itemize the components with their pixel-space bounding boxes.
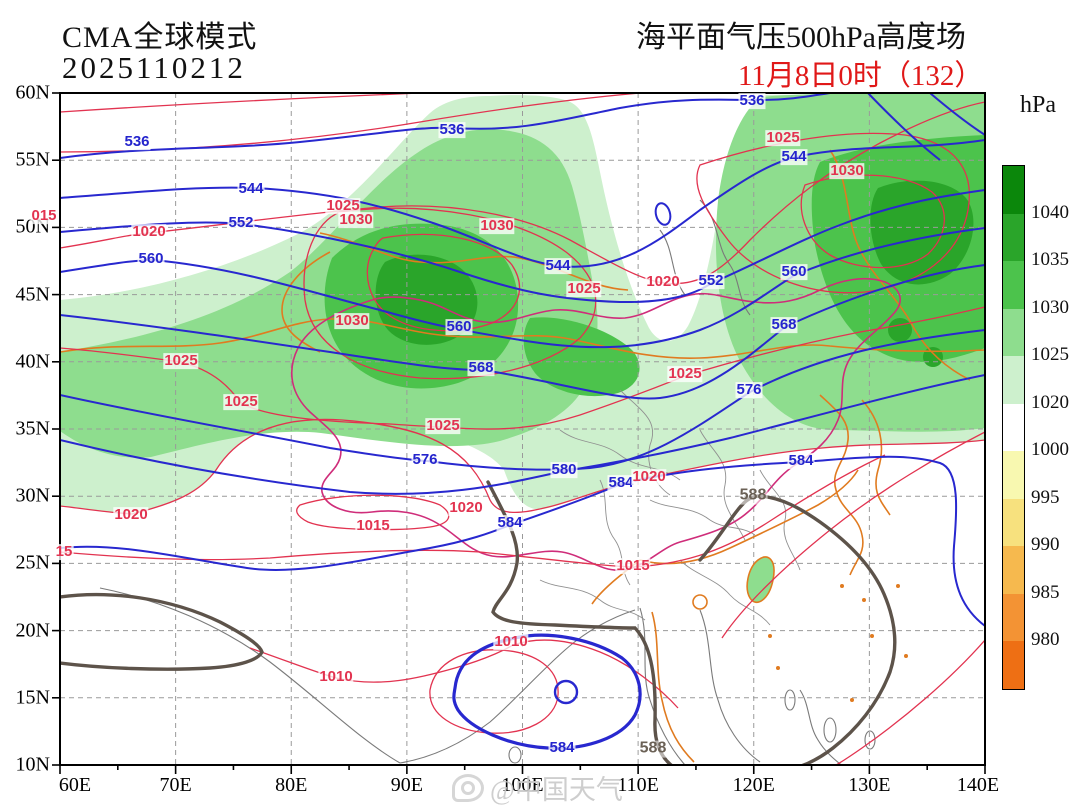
colorbar-tick-label: 1000: [1031, 439, 1069, 460]
colorbar-segment: [1003, 308, 1024, 356]
slp-1030-east-high: [800, 174, 945, 269]
slp-1010-cyclone: [429, 649, 559, 734]
colorbar-segment: [1003, 641, 1024, 689]
island-dots: [768, 584, 908, 702]
colorbar: [1002, 165, 1025, 690]
contour-560: [60, 227, 985, 349]
slp-line: [60, 93, 421, 113]
province-borders: [649, 499, 756, 536]
contour-568: [60, 264, 985, 400]
korea-coast: [861, 399, 891, 516]
island-dots: [862, 598, 866, 602]
fill-dark-spot: [888, 318, 912, 342]
hainan: [692, 594, 708, 610]
india-west-coast: [99, 587, 401, 764]
colorbar-tick-label: 990: [1031, 534, 1060, 555]
island-dots: [870, 634, 874, 638]
island-dots: [840, 584, 844, 588]
sri-lanka: [508, 746, 522, 764]
siberia-border: [659, 229, 686, 296]
product-title: 海平面气压500hPa高度场: [636, 21, 966, 54]
watermark: @中国天气: [452, 768, 623, 807]
island-dots: [776, 666, 780, 670]
slp-1025-east-high: [696, 132, 970, 294]
colorbar-tick-label: 1035: [1031, 249, 1069, 270]
colorbar-tick-label: 1030: [1031, 296, 1069, 318]
province-borders: [699, 429, 746, 541]
colorbar-tick-label: 1040: [1031, 201, 1069, 223]
cyclone-center: [553, 679, 579, 705]
thick-588-contour: [486, 480, 674, 765]
contour-ne-corner: [867, 93, 941, 161]
slp-1025-west-high: [303, 207, 597, 380]
province-borders: [679, 559, 771, 626]
slp-line-se: [834, 639, 985, 765]
coastlines-gray: [99, 199, 876, 765]
colorbar-segment: [1003, 593, 1024, 641]
colorbar-segment: [1003, 166, 1024, 214]
slp-1025-south: [60, 306, 985, 430]
contour-ne-corner: [929, 93, 985, 136]
watermark-text: @中国天气: [490, 775, 623, 805]
colorbar-tick-label: 985: [1031, 581, 1060, 603]
colorbar-segment: [1003, 546, 1024, 594]
contour-576: [60, 329, 985, 471]
colorbar-unit-label: hPa: [1020, 92, 1056, 118]
province-borders: [759, 469, 801, 571]
philippines-coast: [799, 689, 843, 765]
weibo-logo-icon: [452, 773, 484, 802]
bohai-coast: [819, 394, 864, 576]
north-border: [60, 318, 985, 359]
slp-1020-south: [60, 418, 985, 515]
colorbar-segment: [1003, 213, 1024, 261]
south-china-coast: [639, 469, 859, 565]
model-name: CMA全球模式: [62, 21, 258, 54]
axis-ticks: [52, 92, 986, 774]
valid-time: 11月8日0时（132）: [738, 60, 984, 92]
slp-1015-tibet-low: [296, 494, 450, 531]
colorbar-segment: [1003, 451, 1024, 499]
thick-588-contour: [698, 494, 897, 765]
province-borders: [539, 579, 646, 621]
indochina-line: [699, 609, 761, 763]
northeast-border: [829, 149, 971, 381]
slp-1020-north: [60, 101, 985, 285]
island-dots: [896, 584, 900, 588]
philippine-island: [784, 689, 796, 711]
island-dots: [850, 698, 854, 702]
colorbar-segment: [1003, 498, 1024, 546]
taiwan: [746, 556, 775, 604]
island-dots: [904, 654, 908, 658]
island-dots: [768, 634, 772, 638]
colorbar-tick-label: 995: [1031, 486, 1060, 508]
vietnam-coast: [651, 611, 695, 763]
colorbar-segment: [1003, 261, 1024, 309]
philippine-island: [864, 730, 876, 750]
lake-baikal: [654, 202, 672, 226]
myanmar-coast: [639, 607, 686, 765]
philippine-island: [823, 717, 837, 743]
cyclone-584: [452, 633, 642, 750]
fill-dark-spot: [923, 347, 943, 367]
colorbar-segment: [1003, 403, 1024, 451]
arabian-sea-lens: [60, 592, 264, 671]
slp-line-se: [721, 431, 985, 639]
colorbar-tick-label: 1020: [1031, 391, 1069, 413]
slp-1015-south: [60, 454, 886, 568]
colorbar-tick-label: 1025: [1031, 344, 1069, 365]
colorbar-tick-label: 980: [1031, 629, 1060, 650]
colorbar-segment: [1003, 356, 1024, 404]
init-time: 2025110212: [62, 50, 246, 85]
plot-area: [60, 93, 985, 765]
